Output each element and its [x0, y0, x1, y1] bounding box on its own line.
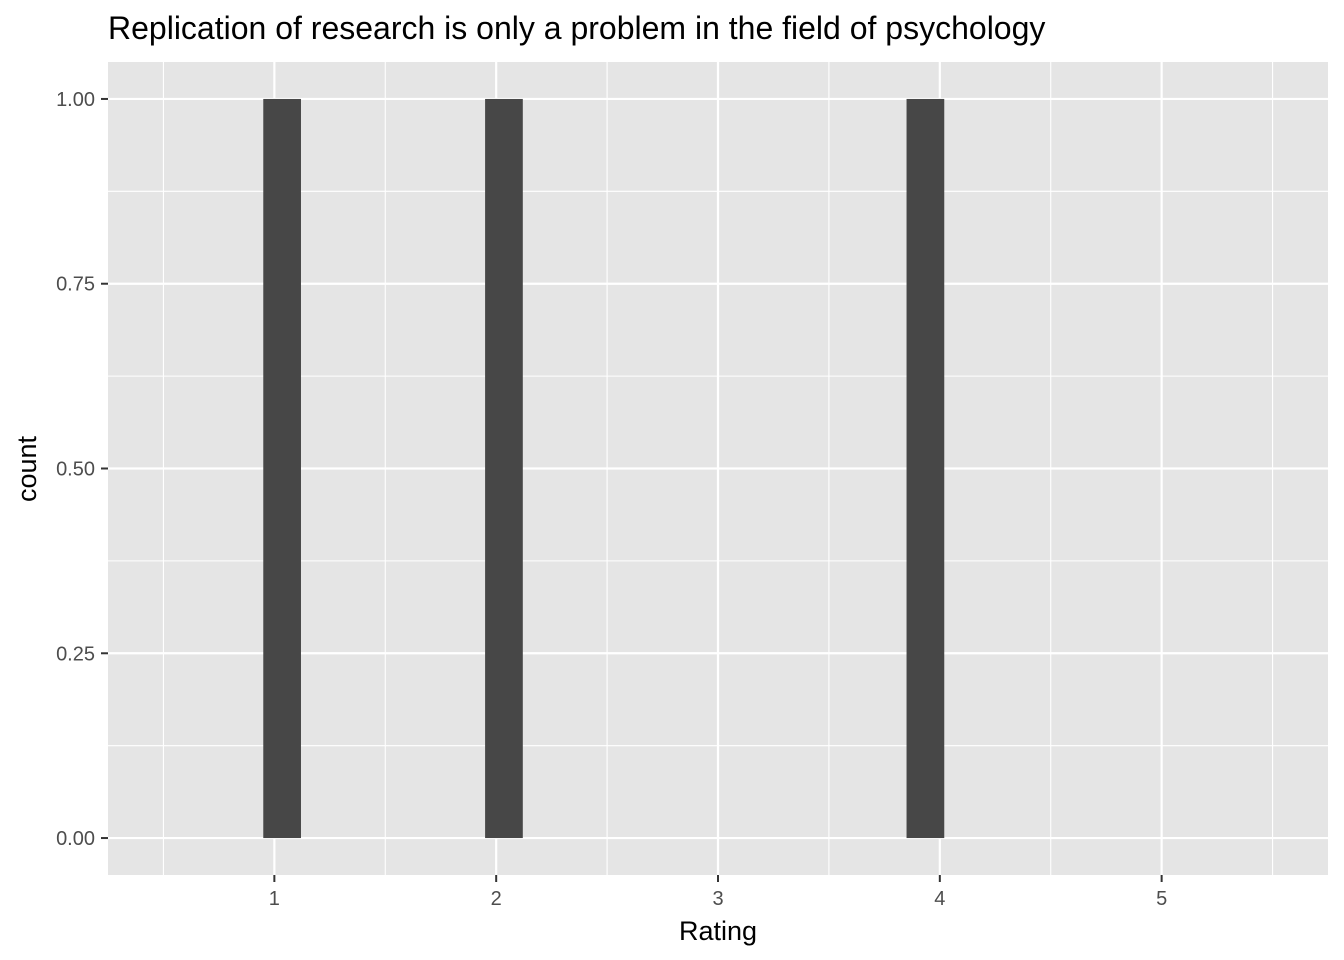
bars [263, 98, 945, 839]
bar [485, 98, 523, 839]
x-tick-label: 1 [269, 888, 280, 910]
x-tick-label: 2 [491, 888, 502, 910]
chart-title: Replication of research is only a proble… [108, 10, 1045, 46]
y-tick-label: 0.25 [56, 643, 95, 665]
y-axis: 0.00 0.25 0.50 0.75 1.00 [56, 89, 108, 850]
bar [263, 98, 301, 839]
y-tick-label: 0.00 [56, 828, 95, 850]
x-tick-label: 3 [712, 888, 723, 910]
x-axis: 1 2 3 4 5 [269, 875, 1167, 910]
y-tick-label: 1.00 [56, 89, 95, 111]
y-axis-title: count [12, 435, 42, 502]
bar [906, 98, 945, 839]
y-tick-label: 0.50 [56, 459, 95, 481]
x-tick-label: 5 [1156, 888, 1167, 910]
x-tick-label: 4 [934, 888, 945, 910]
x-axis-title: Rating [679, 916, 757, 946]
y-tick-label: 0.75 [56, 274, 95, 296]
